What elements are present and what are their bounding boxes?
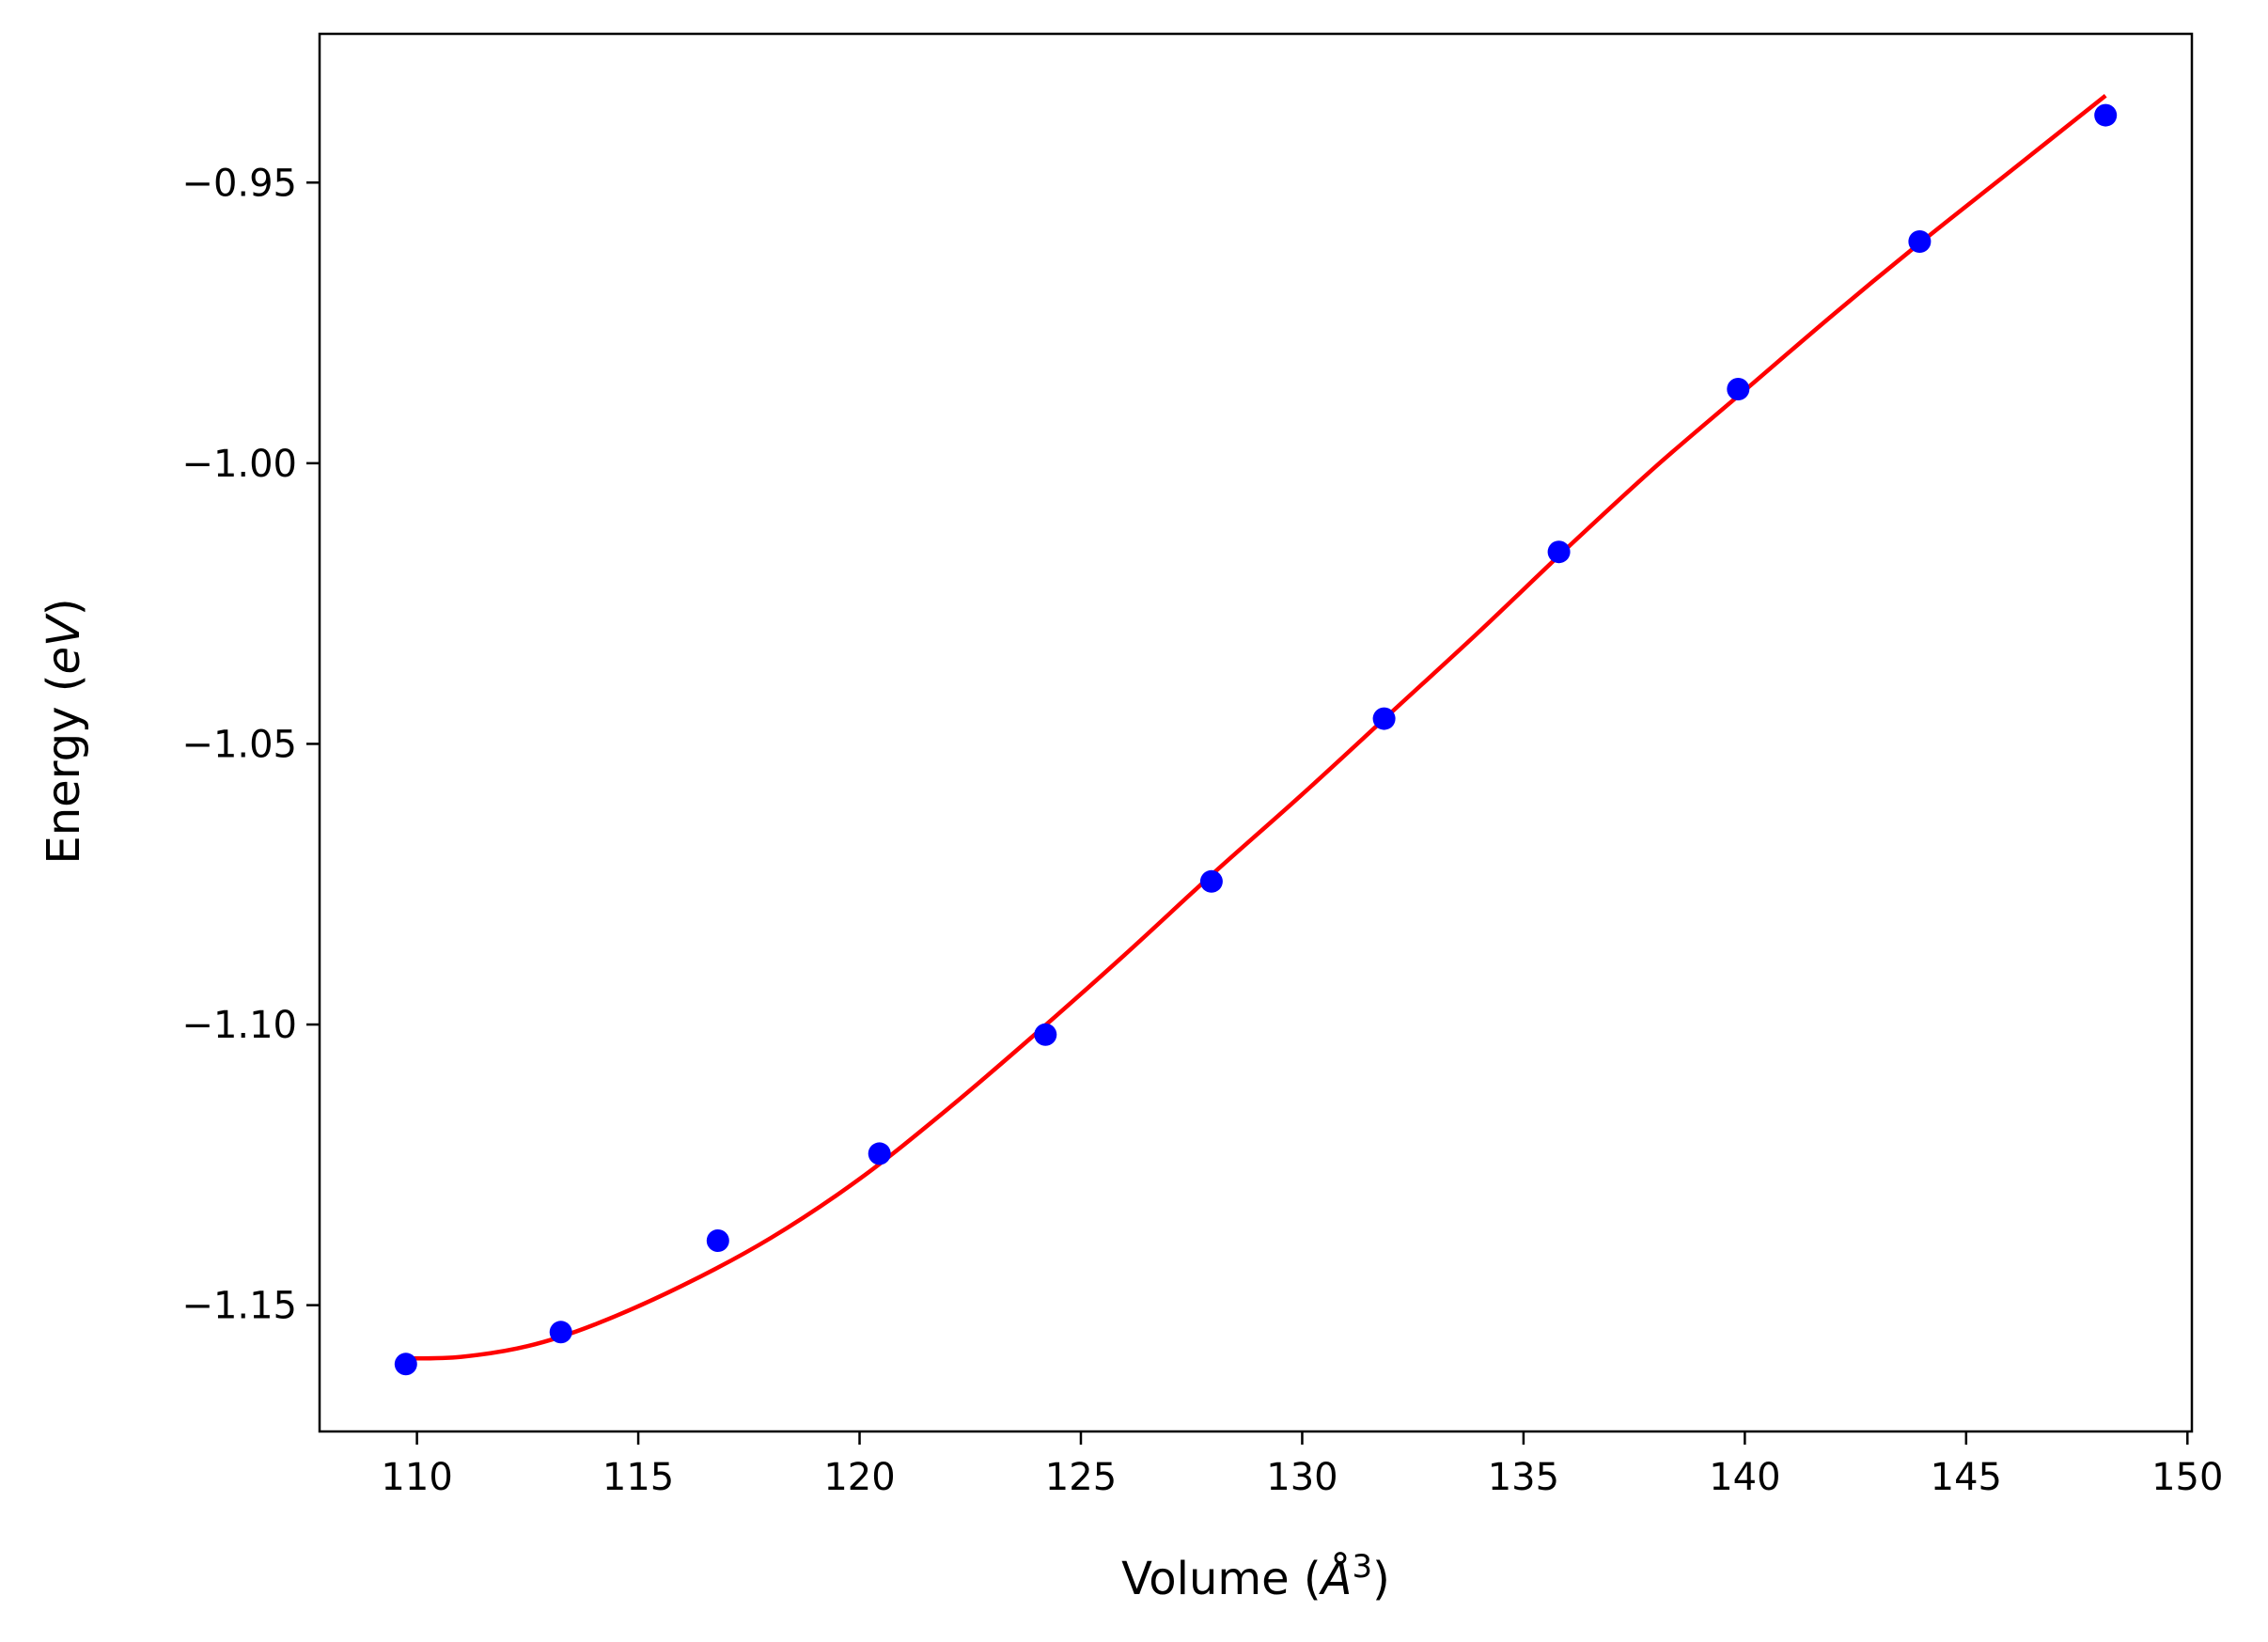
plot-frame — [318, 32, 2194, 1433]
data-point — [706, 1229, 729, 1252]
x-tick-label: 130 — [1266, 1456, 1337, 1499]
data-point — [1372, 707, 1396, 730]
x-tick-label: 150 — [2151, 1456, 2223, 1499]
y-tick-label: −1.10 — [181, 1004, 297, 1047]
y-tick-label: −1.05 — [181, 723, 297, 766]
data-point — [394, 1353, 417, 1376]
data-point — [1547, 540, 1571, 564]
data-point — [1908, 230, 1932, 253]
data-points-layer — [394, 103, 2118, 1376]
x-axis-title: Volume (Å3) — [1121, 1548, 1390, 1605]
data-point — [1034, 1023, 1057, 1046]
y-tick-label: −1.15 — [181, 1285, 297, 1328]
fit-line-layer — [405, 93, 2107, 1361]
x-tick-label: 145 — [1931, 1456, 2002, 1499]
x-tick-label: 125 — [1045, 1456, 1117, 1499]
fit-line — [405, 93, 2107, 1361]
x-axis-ticks: 110 115 120 125 130 135 140 145 150 — [381, 1431, 2223, 1499]
x-tick-label: 120 — [823, 1456, 895, 1499]
y-tick-label: −0.95 — [181, 162, 297, 205]
data-point — [868, 1142, 891, 1165]
data-point — [1199, 869, 1223, 893]
data-point — [1727, 378, 1750, 400]
y-tick-label: −1.00 — [181, 443, 297, 486]
data-point — [2094, 103, 2118, 127]
y-axis-ticks: −0.95 −1.00 −1.05 −1.10 −1.15 — [181, 162, 320, 1328]
x-tick-label: 115 — [602, 1456, 674, 1499]
x-tick-label: 140 — [1709, 1456, 1780, 1499]
data-point — [549, 1321, 572, 1344]
x-tick-label: 135 — [1488, 1456, 1559, 1499]
y-axis-title: Energy (eV) — [38, 598, 90, 864]
x-tick-label: 110 — [381, 1456, 452, 1499]
